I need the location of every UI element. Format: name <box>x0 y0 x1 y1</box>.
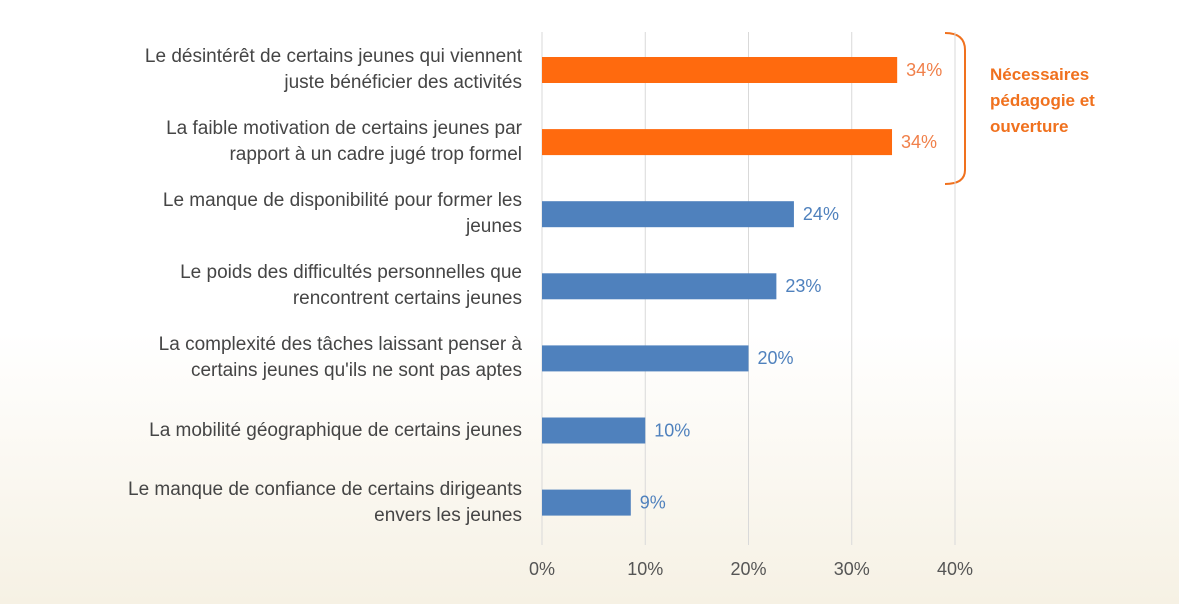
bar <box>542 201 794 228</box>
value-label: 34% <box>901 132 937 152</box>
bar <box>542 345 749 372</box>
x-tick-label: 20% <box>730 559 766 579</box>
category-label: Le désintérêt de certains jeunes qui vie… <box>144 46 522 93</box>
value-label: 34% <box>906 60 942 80</box>
value-label: 10% <box>654 420 690 440</box>
bar <box>542 129 893 156</box>
category-label: La faible motivation de certains jeunes … <box>166 118 522 166</box>
bar <box>542 273 777 300</box>
x-tick-label: 30% <box>834 559 870 579</box>
value-label: 24% <box>803 204 839 224</box>
x-tick-label: 0% <box>529 559 555 579</box>
annotation: Nécessaires pédagogie et ouverture <box>990 65 1095 136</box>
category-label: La mobilité géographique de certains jeu… <box>149 419 522 441</box>
value-label: 20% <box>758 348 794 368</box>
category-label: Le manque de confiance de certains dirig… <box>128 478 522 526</box>
value-label: 23% <box>785 276 821 296</box>
bar <box>542 489 631 516</box>
category-label: Le manque de disponibilité pour former l… <box>162 190 522 238</box>
category-label: Le poids des difficultés personnelles qu… <box>180 262 522 310</box>
x-tick-label: 10% <box>627 559 663 579</box>
bar <box>542 417 646 444</box>
bar <box>542 57 898 83</box>
x-tick-label: 40% <box>937 559 973 579</box>
category-label: La complexité des tâches laissant penser… <box>158 334 522 382</box>
value-label: 9% <box>640 492 666 512</box>
